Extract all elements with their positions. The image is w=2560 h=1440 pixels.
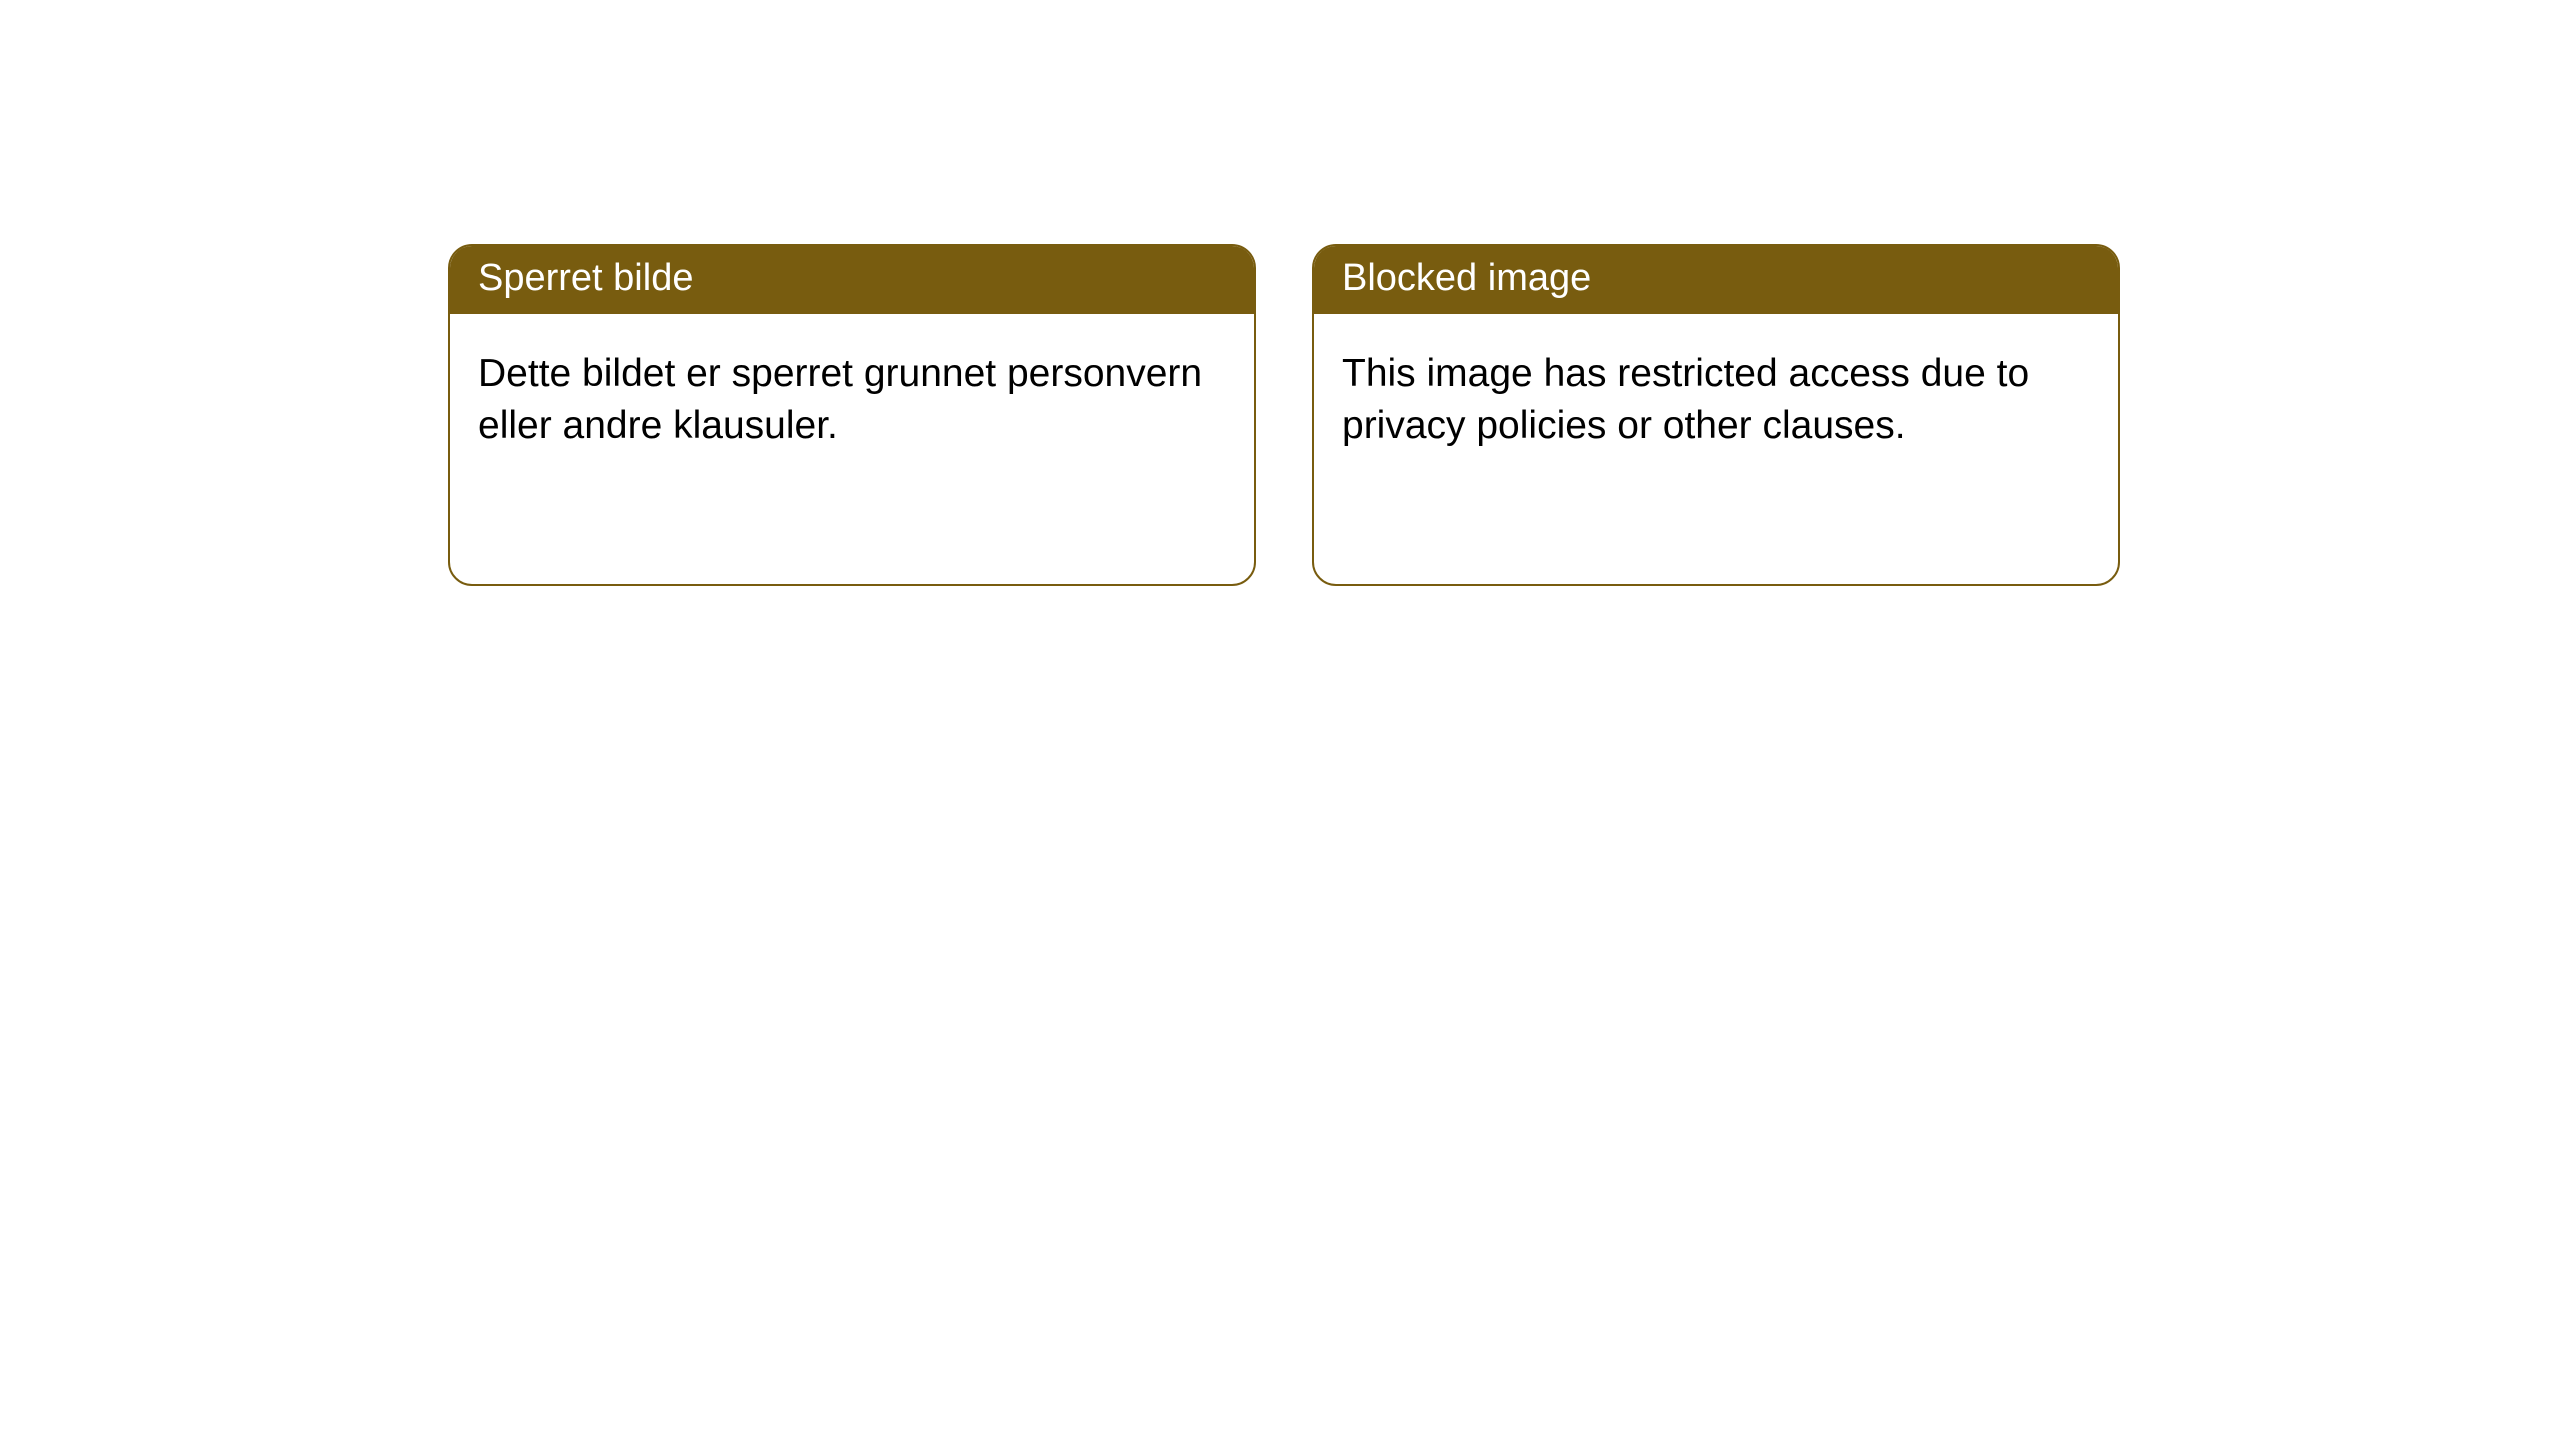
card-header: Sperret bilde: [450, 246, 1254, 314]
card-title: Blocked image: [1342, 257, 1591, 299]
notice-card-english: Blocked image This image has restricted …: [1312, 244, 2120, 586]
notice-card-norwegian: Sperret bilde Dette bildet er sperret gr…: [448, 244, 1256, 586]
card-body: Dette bildet er sperret grunnet personve…: [450, 314, 1254, 481]
card-title: Sperret bilde: [478, 257, 693, 299]
card-header: Blocked image: [1314, 246, 2118, 314]
notice-container: Sperret bilde Dette bildet er sperret gr…: [0, 0, 2560, 586]
card-body-text: This image has restricted access due to …: [1342, 352, 2029, 448]
card-body-text: Dette bildet er sperret grunnet personve…: [478, 352, 1202, 448]
card-body: This image has restricted access due to …: [1314, 314, 2118, 481]
